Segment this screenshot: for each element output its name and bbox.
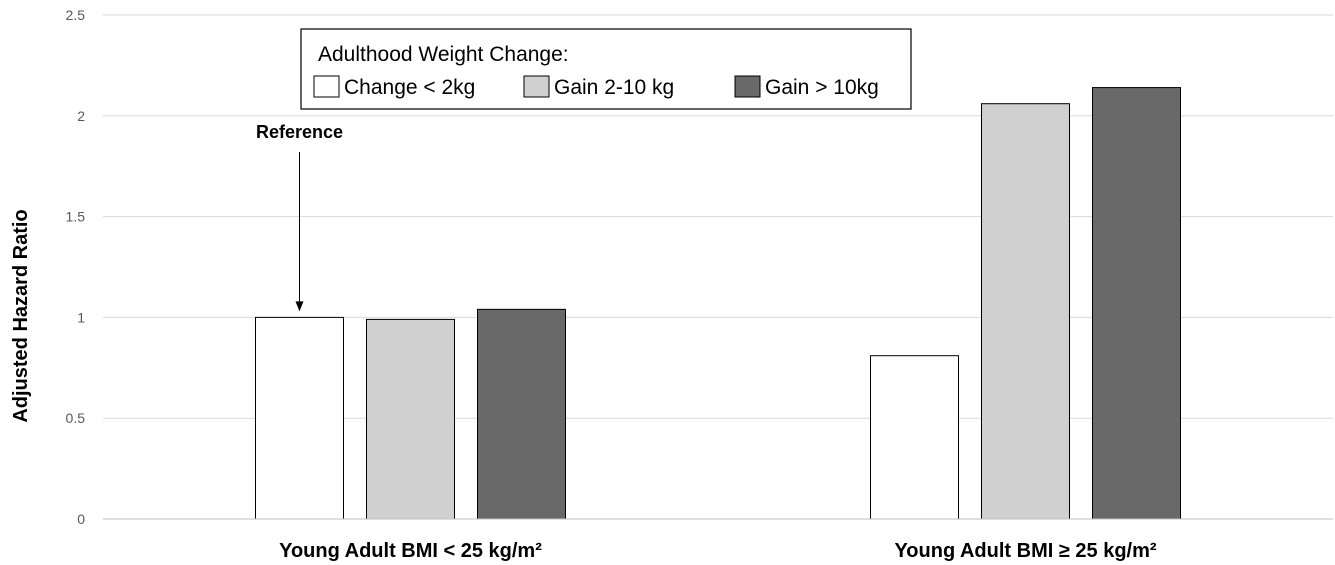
legend-swatch [523, 75, 550, 98]
y-axis-ticks: 0 0.5 1 1.5 2 2.5 [66, 7, 86, 527]
bar [366, 318, 455, 520]
bar [477, 308, 566, 520]
y-tick-label: 1 [77, 309, 85, 325]
legend-swatch [313, 75, 340, 98]
y-tick-label: 2 [77, 108, 85, 124]
legend-label: Gain > 10kg [765, 76, 879, 99]
legend-title: Adulthood Weight Change: [318, 43, 569, 66]
legend-swatch [734, 75, 761, 98]
x-category-label: Young Adult BMI ≥ 25 kg/m² [894, 540, 1156, 562]
bars [255, 87, 1181, 520]
x-category-label: Young Adult BMI < 25 kg/m² [279, 540, 542, 562]
bar [1092, 87, 1181, 520]
bar [981, 103, 1070, 520]
legend-label: Change < 2kg [344, 76, 475, 99]
legend-label: Gain 2-10 kg [554, 76, 674, 99]
legend: Adulthood Weight Change: Change < 2kg Gai… [300, 28, 912, 110]
y-tick-label: 0 [77, 511, 85, 527]
annotation-arrow-head [295, 301, 304, 312]
legend-box [300, 28, 912, 110]
annotation-text: Reference [256, 122, 343, 142]
y-axis-label: Adjusted Hazard Ratio [10, 209, 32, 422]
bar [870, 355, 959, 520]
legend-items: Change < 2kg Gain 2-10 kg Gain > 10kg [313, 75, 879, 99]
y-tick-label: 2.5 [66, 7, 86, 23]
y-tick-label: 0.5 [66, 410, 86, 426]
y-tick-label: 1.5 [66, 209, 86, 225]
category-labels: Young Adult BMI < 25 kg/m² Young Adult BM… [279, 540, 1157, 562]
reference-annotation: Reference [256, 122, 343, 312]
bar [255, 316, 344, 520]
